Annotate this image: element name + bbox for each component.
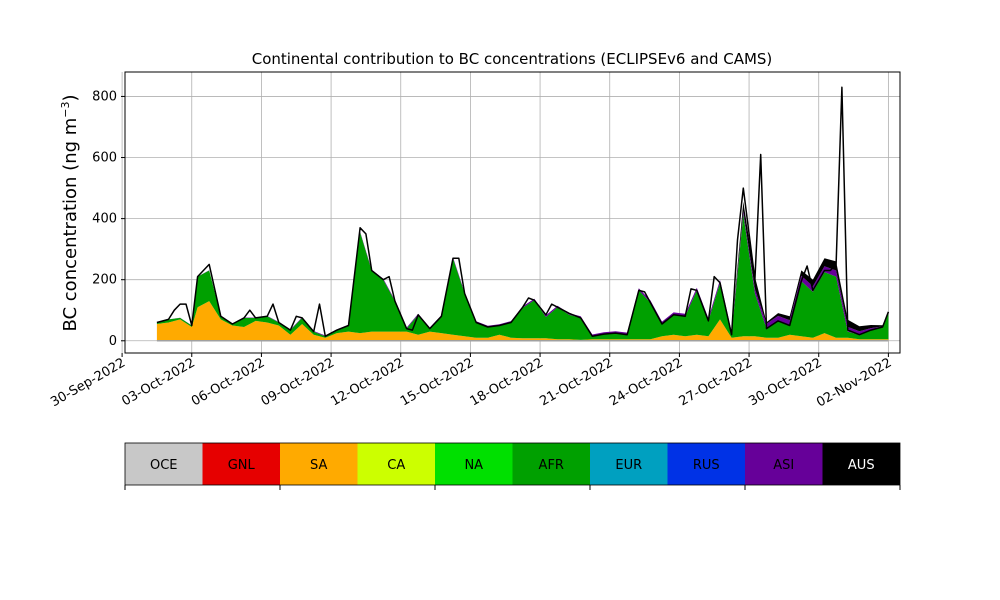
y-tick-label: 0 [109,334,117,349]
legend-label: OCE [150,458,178,473]
legend-label: GNL [228,458,256,473]
legend-swatch-na [435,443,513,485]
legend-swatch-aus [822,443,900,485]
legend-swatch-sa [280,443,358,485]
area-layer [156,201,889,342]
y-tick-label: 800 [92,89,117,104]
legend-label: EUR [615,458,642,473]
y-tick-label: 200 [92,273,117,288]
legend-swatch-oce [125,443,203,485]
legend-label: CA [387,458,405,473]
line-layer [156,86,890,337]
axis-layer: 0 200 400 600 800 30-Sep-202203-Oct-202206-Oc… [48,89,894,410]
legend-label: AFR [539,458,564,473]
x-tick-label: 15-Oct-2022 [398,355,476,409]
chart-title: Continental contribution to BC concentra… [252,50,773,68]
legend-label: NA [464,458,483,473]
x-tick-label: 09-Oct-2022 [259,355,337,409]
x-tick-label: 30-Sep-2022 [48,355,128,410]
grid-layer [121,72,900,353]
legend-label: ASI [773,458,794,473]
x-tick-label: 12-Oct-2022 [328,355,406,409]
legend-swatch-eur [590,443,668,485]
legend-swatch-afr [512,443,590,485]
y-axis-label-main: BC concentration (ng m [60,118,81,332]
legend-colorbar: OCE GNL SA CA NA AFR EUR RUS ASI AUS [124,442,901,490]
legend-swatch-asi [745,443,823,485]
legend-label: SA [310,458,327,473]
y-axis-label-close: ) [60,94,81,101]
x-tick-label: 21-Oct-2022 [537,355,615,409]
legend-swatch-rus [667,443,745,485]
x-tick-label: 02-Nov-2022 [814,355,894,410]
legend-frame [124,442,901,486]
legend-label: AUS [848,458,875,473]
area-series-afr [156,214,889,340]
legend-swatch-ca [357,443,435,485]
plot-frame [124,71,901,354]
y-axis-label: BC concentration (ng m−3) [59,94,81,331]
x-tick-label: 30-Oct-2022 [746,355,824,409]
legend-swatch-gnl [202,443,280,485]
x-tick-label: 06-Oct-2022 [189,355,267,409]
legend-label: RUS [693,458,720,473]
area-series-sa [156,301,889,341]
total-concentration-line [156,86,890,337]
x-tick-label: 27-Oct-2022 [677,355,755,409]
y-tick-label: 600 [92,151,117,166]
x-tick-label: 03-Oct-2022 [119,355,197,409]
x-tick-label: 18-Oct-2022 [468,355,546,409]
y-axis-label-exponent: −3 [59,101,72,117]
x-tick-label: 24-Oct-2022 [607,355,685,409]
y-tick-label: 400 [92,212,117,227]
